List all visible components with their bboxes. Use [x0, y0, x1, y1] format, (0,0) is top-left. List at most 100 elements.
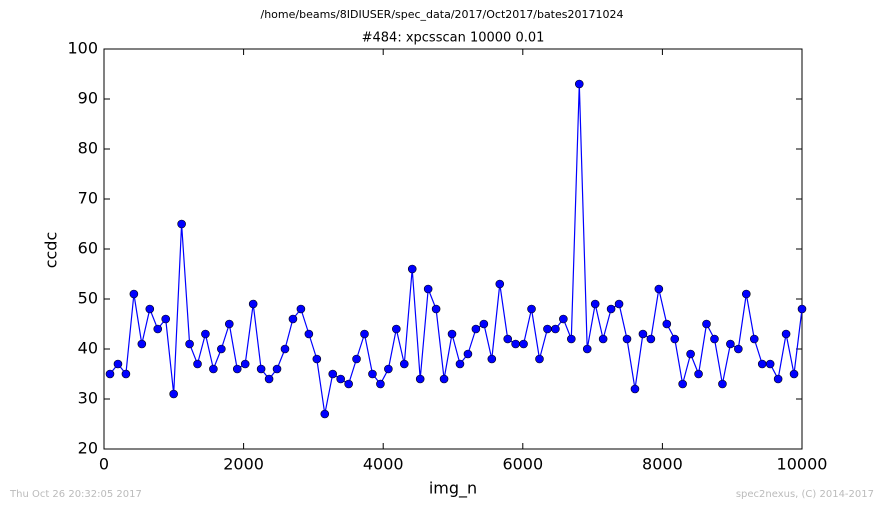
data-point: [288, 314, 298, 324]
data-point: [527, 304, 536, 314]
data-point: [320, 409, 330, 419]
data-point: [280, 344, 290, 354]
data-point: [582, 344, 592, 354]
data-point: [407, 264, 417, 274]
data-point: [344, 379, 353, 389]
data-point: [304, 329, 314, 339]
data-point: [543, 324, 552, 334]
data-point: [503, 334, 513, 344]
data-point: [145, 304, 155, 314]
data-point: [741, 289, 751, 299]
data-point: [384, 364, 393, 374]
data-point: [686, 349, 695, 359]
data-point: [718, 379, 727, 389]
data-point: [781, 329, 791, 339]
data-point: [487, 354, 497, 364]
data-point: [734, 344, 743, 354]
chart-title: #484: xpcsscan 10000 0.01: [362, 31, 545, 46]
data-point: [360, 329, 369, 339]
data-point: [193, 359, 202, 369]
data-point: [423, 284, 433, 294]
data-point: [646, 334, 656, 344]
data-point: [797, 304, 807, 314]
data-point: [654, 284, 664, 294]
data-point: [264, 374, 274, 384]
data-point: [726, 339, 735, 349]
data-point: [392, 324, 401, 334]
y-axis-label: ccdc: [42, 232, 61, 269]
data-point: [129, 289, 139, 299]
data-point: [368, 369, 377, 379]
data-point: [630, 384, 640, 394]
data-point: [328, 369, 338, 379]
data-point: [749, 334, 759, 344]
data-point: [598, 334, 608, 344]
y-tick-label: 90: [78, 89, 98, 108]
data-point: [574, 79, 584, 89]
data-point: [622, 334, 632, 344]
data-point: [710, 334, 719, 344]
data-point: [511, 339, 520, 349]
data-point: [519, 339, 528, 349]
x-tick-label: 4000: [363, 455, 404, 474]
data-point: [272, 364, 282, 374]
data-point: [296, 304, 306, 314]
data-point: [765, 359, 775, 369]
data-point: [614, 299, 624, 309]
y-tick-label: 50: [78, 289, 98, 308]
data-point: [638, 329, 648, 339]
x-tick-label: 2000: [223, 455, 264, 474]
y-tick-label: 40: [78, 339, 98, 358]
data-point: [479, 319, 489, 329]
data-point: [399, 359, 409, 369]
data-point: [773, 374, 783, 384]
data-point: [590, 299, 600, 309]
data-point: [312, 354, 322, 364]
data-point: [105, 369, 115, 379]
data-point: [567, 334, 576, 344]
data-point: [447, 329, 457, 339]
data-point: [161, 314, 171, 324]
data-point: [606, 304, 616, 314]
footer-date: Thu Oct 26 20:32:05 2017: [9, 489, 142, 500]
x-tick-label: 6000: [502, 455, 543, 474]
data-point: [455, 359, 465, 369]
data-point: [240, 359, 250, 369]
data-point: [121, 369, 131, 379]
data-point: [463, 349, 473, 359]
data-point: [352, 354, 361, 364]
data-point: [248, 299, 258, 309]
data-point: [169, 389, 178, 399]
x-tick-label: 0: [99, 455, 109, 474]
data-point: [201, 329, 210, 339]
data-point: [224, 319, 234, 329]
data-point: [137, 339, 147, 349]
plot-frame: [103, 48, 803, 450]
y-tick-label: 100: [67, 39, 98, 58]
data-point: [471, 324, 481, 334]
y-tick-label: 70: [78, 189, 98, 208]
y-tick-label: 60: [78, 239, 98, 258]
suptitle: /home/beams/8IDIUSER/spec_data/2017/Oct2…: [261, 8, 624, 21]
data-point: [551, 324, 560, 334]
data-point: [678, 379, 687, 389]
footer-credit: spec2nexus, (C) 2014-2017: [736, 489, 874, 500]
data-point: [113, 359, 123, 369]
data-point: [757, 359, 767, 369]
data-point: [217, 344, 226, 354]
data-point: [702, 319, 711, 329]
data-point: [789, 369, 799, 379]
data-point: [177, 219, 186, 229]
data-point: [209, 364, 218, 374]
data-point: [336, 374, 345, 384]
x-tick-label: 10000: [777, 455, 828, 474]
y-tick-label: 20: [78, 439, 98, 458]
data-point: [670, 334, 680, 344]
data-point: [662, 319, 672, 329]
data-point: [185, 339, 194, 349]
data-point: [694, 369, 703, 379]
data-line: [109, 83, 803, 415]
data-point: [559, 314, 568, 324]
data-point: [256, 364, 266, 374]
